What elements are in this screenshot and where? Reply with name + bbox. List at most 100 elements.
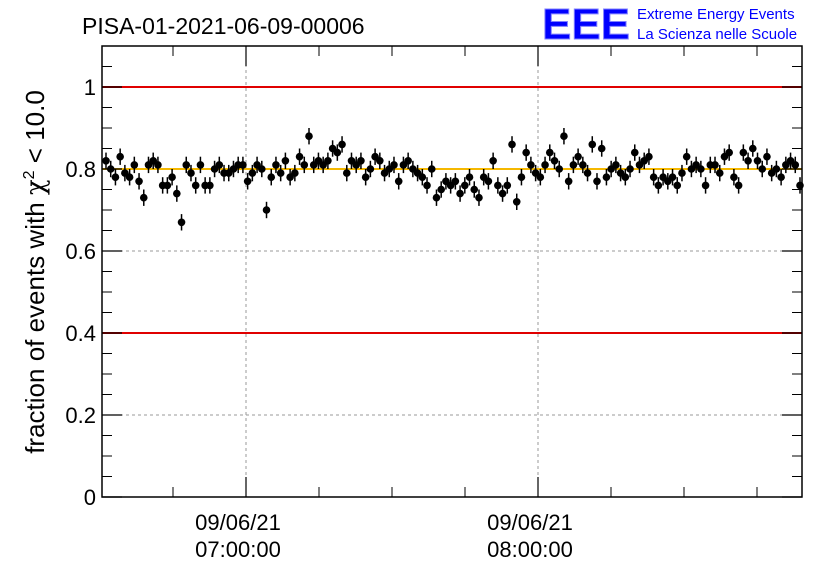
data-point [494,177,502,194]
point-marker [668,173,677,181]
point-marker [725,148,733,157]
data-point [484,173,493,190]
data-point [418,169,427,186]
data-point [206,177,214,194]
data-point [295,148,304,165]
point-marker [555,165,564,173]
point-marker [541,161,549,169]
point-marker [777,173,785,181]
grid [102,46,802,497]
data-point [291,164,299,182]
data-point [182,156,191,174]
data-point [111,169,120,186]
data-point [432,189,441,206]
data-point [621,169,630,186]
point-marker [550,157,559,165]
point-marker [390,161,398,169]
data-point [555,160,564,178]
y-tick-label: 0 [84,485,96,510]
point-marker [404,157,412,165]
data-point [668,169,677,186]
data-point [522,144,530,161]
point-marker [730,173,738,181]
point-marker [470,185,479,194]
data-point [512,193,521,210]
data-point [333,144,342,161]
chart-title: PISA-01-2021-06-09-00006 [82,13,365,39]
x-tick-label-time: 08:00:00 [487,537,573,562]
point-marker [645,152,653,161]
y-tick-label: 0.4 [65,321,96,346]
data-point [243,173,252,190]
point-marker [621,173,630,181]
data-point [791,156,800,174]
point-marker [748,144,757,153]
data-point [734,177,743,194]
point-marker [527,161,535,169]
data-point [763,148,771,165]
data-point [748,140,757,157]
data-point [489,152,497,169]
data-point [257,160,266,178]
point-marker [437,185,445,194]
data-point [569,156,578,174]
data-point [338,136,346,153]
x-tick-label-date: 09/06/21 [487,510,573,535]
point-marker [130,161,139,169]
data-point [276,164,285,182]
point-marker [673,181,682,190]
data-point [262,201,271,219]
data-point [130,156,139,174]
point-marker [135,177,143,186]
point-marker [593,177,601,186]
data-point [154,156,162,174]
point-marker [206,181,214,190]
data-point [196,156,205,174]
data-point [357,152,365,169]
point-marker [173,189,181,198]
plot-frame [101,45,803,498]
point-marker [564,177,573,186]
data-point [645,148,653,165]
point-marker [484,177,493,186]
point-marker [512,198,521,206]
point-marker [744,157,752,165]
point-marker [772,165,781,173]
data-point [574,148,582,165]
data-point [503,177,512,194]
data-point [390,156,398,174]
data-point [701,177,710,194]
data-point [772,160,781,178]
point-marker [715,169,724,177]
point-marker [569,161,578,169]
point-marker [324,157,332,165]
point-marker [498,189,507,198]
point-marker [338,140,346,149]
point-marker [583,169,592,177]
point-marker [626,165,634,173]
eee-logo: EEE Extreme Energy Events La Scienza nel… [542,0,798,50]
data-point [739,144,748,161]
data-point [541,156,549,174]
point-marker [418,173,427,181]
data-point [470,181,479,198]
data-point [272,156,280,174]
point-marker [267,173,276,181]
data-point [597,140,606,157]
point-marker [196,161,205,169]
y-tick-label: 0.8 [65,157,96,182]
point-marker [678,169,686,177]
point-marker [489,157,497,165]
point-marker [177,218,186,227]
data-point [423,177,431,194]
point-marker [579,161,587,169]
data-point [593,173,601,190]
data-point [324,152,332,169]
point-marker [602,173,611,181]
data-point [626,160,634,178]
data-point [527,156,535,174]
point-marker [281,157,290,165]
data-point [758,160,767,178]
point-marker [522,148,530,157]
